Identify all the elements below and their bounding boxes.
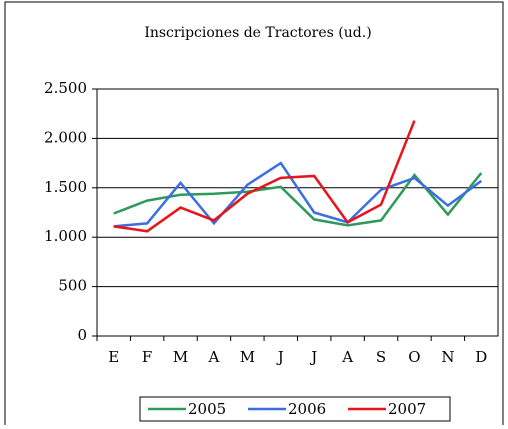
x-tick-label: D — [475, 348, 487, 366]
y-tick-label: 2.500 — [44, 79, 87, 97]
legend-label: 2006 — [288, 400, 326, 418]
x-tick-label: O — [408, 348, 420, 366]
x-tick-label: A — [341, 348, 353, 366]
y-tick-label: 1.500 — [44, 178, 87, 196]
x-tick-label: A — [208, 348, 220, 366]
x-tick-label: M — [240, 348, 255, 366]
y-tick-label: 0 — [77, 326, 87, 344]
legend-box — [139, 396, 451, 422]
series-line — [113, 161, 483, 228]
x-tick-label: N — [441, 348, 454, 366]
x-tick-label: S — [376, 348, 386, 366]
series-line — [113, 120, 416, 233]
y-tick-label: 500 — [58, 277, 87, 295]
y-tick-label: 2.000 — [44, 128, 87, 146]
y-tick-label: 1.000 — [44, 227, 87, 245]
x-tick-label: M — [173, 348, 188, 366]
x-tick-label: J — [309, 348, 317, 366]
chart-title: Inscripciones de Tractores (ud.) — [144, 25, 371, 41]
x-tick-label: J — [276, 348, 284, 366]
legend-label: 2007 — [388, 400, 426, 418]
legend-label: 2005 — [188, 400, 226, 418]
x-tick-label: E — [108, 348, 119, 366]
chart-border — [4, 1, 504, 429]
x-tick-label: F — [142, 348, 152, 366]
